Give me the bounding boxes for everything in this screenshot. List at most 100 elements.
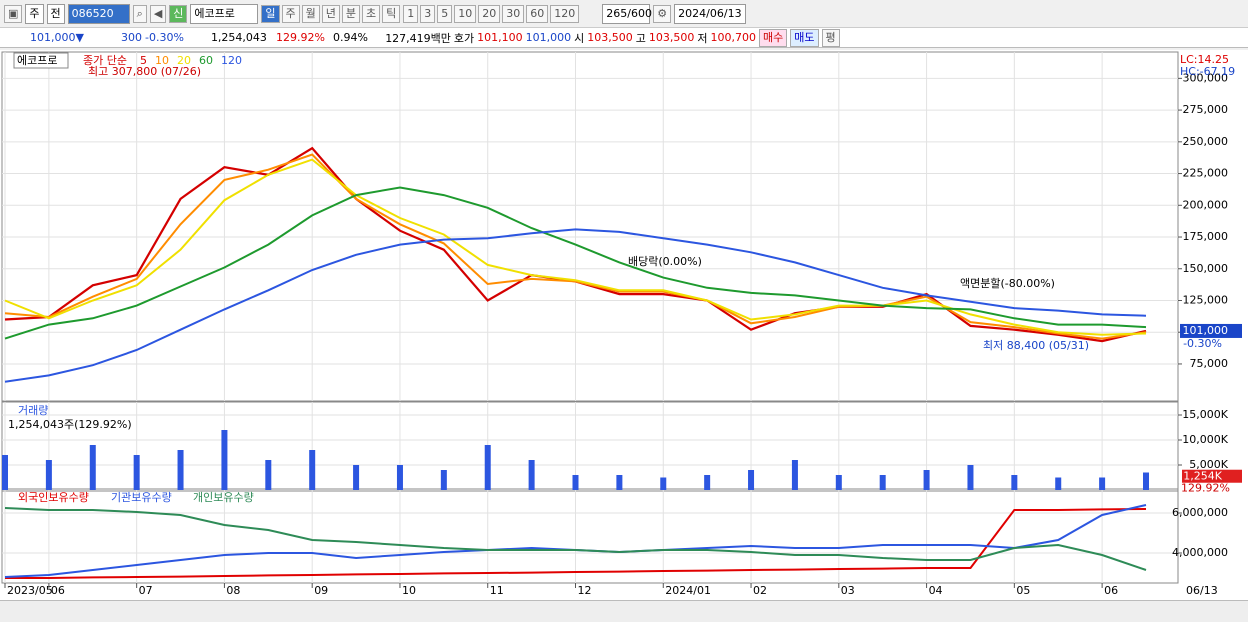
- interval-button[interactable]: 3: [420, 4, 436, 23]
- annotation: 액면분할(-80.00%): [960, 277, 1055, 290]
- turnover: 0.94%: [332, 31, 368, 44]
- info-bar: 101,000▼ 300 -0.30% 1,254,043 129.92% 0.…: [0, 28, 1248, 48]
- annotation: 최저 88,400 (05/31): [983, 339, 1089, 352]
- volume-bar: [89, 445, 96, 490]
- legend-entry: 60: [199, 54, 213, 67]
- period-button[interactable]: 초: [362, 4, 381, 23]
- type2[interactable]: 전: [46, 3, 65, 24]
- low: 100,700: [710, 31, 757, 44]
- volume-ratio: 129.92%: [1181, 482, 1230, 495]
- volume-bar: [440, 470, 447, 490]
- y-tick-label: 15,000K: [1182, 408, 1228, 421]
- interval-button[interactable]: 10: [454, 4, 477, 23]
- change-label: -0.30%: [1183, 337, 1222, 350]
- period-button[interactable]: 일: [261, 4, 280, 23]
- series-line: [4, 153, 1147, 340]
- badge: 신: [169, 4, 188, 23]
- y-tick-label: 5,000K: [1189, 458, 1228, 471]
- bid: 101,100: [477, 31, 523, 44]
- interval-button[interactable]: 120: [550, 4, 580, 23]
- avg-button[interactable]: 평: [821, 28, 840, 47]
- annotation: 최고 307,800 (07/26): [88, 65, 201, 78]
- volume-bar: [1011, 475, 1018, 490]
- period-button[interactable]: 분: [341, 4, 361, 23]
- tool[interactable]: ⚙: [653, 4, 672, 23]
- y-tick-label: 175,000: [1183, 230, 1229, 243]
- volume-bar: [45, 460, 52, 490]
- interval-button[interactable]: 5: [437, 4, 453, 23]
- period-button[interactable]: 월: [301, 4, 320, 23]
- x-tick-label: 08: [226, 584, 240, 597]
- change-rate: -0.30%: [145, 31, 184, 44]
- volume-bar: [528, 460, 535, 490]
- volume-bar: [748, 470, 755, 490]
- x-tick-label: 10: [402, 584, 416, 597]
- period-button[interactable]: 년: [321, 4, 340, 23]
- interval-button[interactable]: 30: [502, 4, 525, 23]
- type1[interactable]: 주: [25, 3, 44, 24]
- icon[interactable]: ▣: [4, 4, 23, 23]
- name-box: [13, 52, 69, 69]
- interval-button[interactable]: 60: [526, 4, 549, 23]
- volume-bar: [660, 477, 667, 490]
- period-button[interactable]: 틱: [382, 4, 401, 23]
- x-tick-label: 06: [1104, 584, 1118, 597]
- date[interactable]: 2024/06/13: [674, 3, 746, 24]
- legend-title: 종가 단순: [83, 54, 127, 67]
- price: 101,000▼: [30, 31, 84, 44]
- search[interactable]: ⌕: [132, 4, 147, 23]
- high-label: 고: [635, 31, 646, 45]
- y-tick-label: 75,000: [1190, 357, 1229, 370]
- interval-button[interactable]: 1: [403, 4, 419, 23]
- y-tick-label: 300,000: [1183, 71, 1229, 84]
- sound[interactable]: ◀: [149, 4, 167, 23]
- legend-entry: 120: [221, 54, 242, 67]
- open: 103,500: [587, 31, 633, 44]
- count[interactable]: 265/600: [602, 3, 652, 24]
- pane-frame: [1, 488, 1179, 584]
- volume-bar: [616, 475, 623, 490]
- volume-bar: [133, 455, 140, 490]
- volume: 1,254,043: [210, 31, 267, 44]
- legend-entry: 5: [140, 54, 147, 67]
- volume-bar: [791, 460, 798, 490]
- interval-button[interactable]: 20: [478, 4, 501, 23]
- y-tick-label: 10,000K: [1182, 433, 1228, 446]
- x-tick-label: 06: [51, 584, 65, 597]
- x-tick-label: 03: [841, 584, 855, 597]
- y-tick-label: 250,000: [1183, 135, 1229, 148]
- lc-label: LC:14.25: [1180, 53, 1229, 66]
- code-input[interactable]: 086520: [67, 3, 130, 24]
- y-tick-label: 6,000,000: [1172, 506, 1228, 519]
- series-line: [5, 508, 1147, 579]
- price-badge: [1180, 323, 1242, 338]
- x-tick-label: 2024/01: [665, 584, 711, 597]
- volume-bar: [1099, 477, 1106, 490]
- y-tick-label: 150,000: [1183, 262, 1229, 275]
- x-tick-label: 2023/05: [7, 584, 53, 597]
- volume-bar: [221, 430, 228, 490]
- legend-entry: 기관보유수량: [111, 491, 172, 504]
- volume-bar: [177, 450, 184, 490]
- volume-bar: [353, 465, 360, 490]
- x-tick-label: 02: [753, 584, 767, 597]
- x-tick-label: 07: [139, 584, 153, 597]
- scrollbar[interactable]: [0, 600, 1248, 622]
- series-line: [4, 186, 1147, 340]
- high: 103,500: [648, 31, 695, 44]
- period-button[interactable]: 주: [281, 4, 300, 23]
- volume-bar: [396, 465, 403, 490]
- current-date-label: 06/13: [1186, 584, 1218, 597]
- stock-name: 에코프로: [190, 3, 259, 24]
- sell-button[interactable]: 매도: [790, 28, 819, 47]
- volume-bar: [572, 475, 579, 490]
- change: 300: [121, 31, 142, 44]
- buy-button[interactable]: 매수: [759, 28, 788, 47]
- volume-bar: [923, 470, 930, 490]
- volume-badge-label: 1,254K: [1183, 470, 1222, 483]
- price-badge-label: 101,000: [1183, 324, 1229, 337]
- bid-label: 호가: [453, 31, 475, 45]
- amount: 127,419백만: [385, 31, 451, 45]
